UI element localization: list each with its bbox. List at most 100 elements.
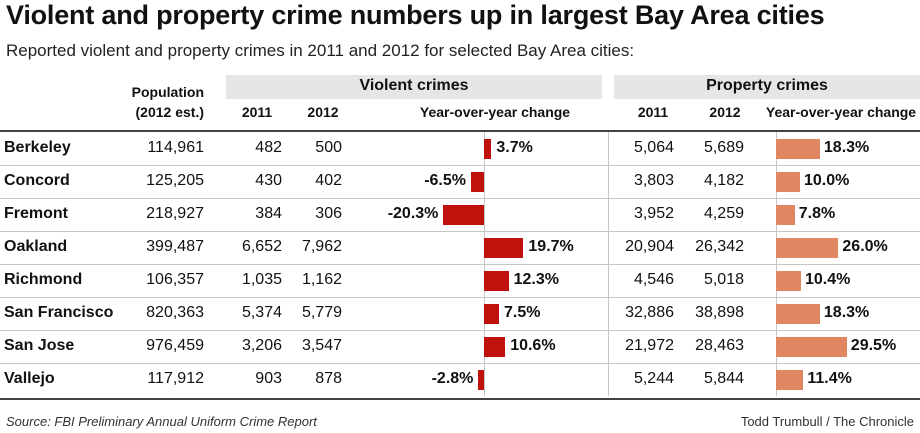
property-2012-cell: 5,018 [703,271,744,288]
population-cell: 106,357 [146,271,204,288]
footer-rule [0,398,920,400]
property-2011-cell: 5,064 [633,139,674,156]
property-zero-axis [776,132,777,396]
chart-subtitle: Reported violent and property crimes in … [6,41,635,60]
violent-change-label: 7.5% [504,304,541,321]
row-divider [0,297,920,298]
property-2011-cell: 32,886 [625,304,674,321]
property-group-label: Property crimes [706,77,828,94]
header-rule [0,130,920,132]
property-2011-cell: 5,244 [633,370,674,387]
violent-change-label: -6.5% [424,172,466,189]
violent-change-label: -20.3% [387,205,439,222]
city-name-vallejo: Vallejo [4,370,55,387]
violent-2012-cell: 5,779 [301,304,342,321]
violent-2012-cell: 7,962 [301,238,342,255]
property-change-bar [776,337,847,357]
property-change-label: 29.5% [850,337,897,354]
violent-2012-cell: 878 [315,370,342,387]
chart-title: Violent and property crime numbers up in… [6,0,825,30]
population-cell: 820,363 [146,304,204,321]
property-change-bar [776,172,800,192]
source-note: Source: FBI Preliminary Annual Uniform C… [6,414,317,429]
population-cell: 399,487 [146,238,204,255]
credit-note: Todd Trumbull / The Chronicle [740,414,914,429]
property-2012-cell: 4,259 [703,205,744,222]
property-change-bar [776,304,820,324]
property-2011-cell: 20,904 [625,238,674,255]
property-change-label: 18.3% [823,139,870,156]
violent-change-bar [484,238,524,258]
property-change-label: 10.0% [804,172,850,189]
property-yoy-header: Year-over-year change [765,104,917,120]
violent-change-bar [484,304,499,324]
population-cell: 125,205 [146,172,204,189]
row-divider [0,231,920,232]
population-header: Population (2012 est.) [100,82,204,122]
property-2011-header: 2011 [637,104,669,120]
city-name-oakland: Oakland [4,238,68,255]
row-divider [0,330,920,331]
violent-yoy-header: Year-over-year change [419,104,571,120]
property-change-label: 18.3% [823,304,870,321]
violent-2011-cell: 430 [255,172,282,189]
population-cell: 117,912 [147,370,204,387]
property-2012-cell: 5,844 [703,370,744,387]
property-2012-cell: 26,342 [695,238,744,255]
violent-2012-cell: 3,547 [301,337,342,354]
property-2012-cell: 5,689 [703,139,744,156]
violent-2011-cell: 1,035 [241,271,282,288]
table-divider [608,132,609,396]
property-2012-cell: 4,182 [703,172,744,189]
violent-2011-cell: 384 [255,205,282,222]
property-2012-cell: 28,463 [695,337,744,354]
violent-change-label: 10.6% [510,337,556,354]
violent-change-bar [484,139,492,159]
violent-2012-cell: 306 [315,205,342,222]
property-change-bar [776,238,839,258]
population-header-line1: Population [131,84,204,100]
property-2012-cell: 38,898 [695,304,744,321]
population-cell: 976,459 [146,337,204,354]
property-group-band [614,75,920,99]
population-cell: 218,927 [146,205,204,222]
property-change-label: 26.0% [842,238,888,255]
violent-2012-header: 2012 [307,104,339,120]
population-header-line2: (2012 est.) [135,104,204,120]
city-name-fremont: Fremont [4,205,68,222]
violent-group-band [226,75,602,99]
violent-change-bar [443,205,484,225]
violent-2011-cell: 482 [255,139,282,156]
property-2011-cell: 4,546 [633,271,674,288]
property-2012-header: 2012 [709,104,741,120]
property-change-label: 11.4% [807,370,852,387]
violent-2011-cell: 5,374 [241,304,282,321]
city-name-concord: Concord [4,172,70,189]
row-divider [0,198,920,199]
violent-2011-cell: 6,652 [241,238,282,255]
violent-change-label: -2.8% [431,370,474,387]
row-divider [0,165,920,166]
row-divider [0,363,920,364]
property-change-label: 7.8% [798,205,836,222]
city-name-san-jose: San Jose [4,337,75,354]
violent-change-bar [478,370,484,390]
city-name-berkeley: Berkeley [4,139,71,156]
city-name-richmond: Richmond [4,271,83,288]
violent-2011-cell: 3,206 [241,337,282,354]
violent-2011-cell: 903 [255,370,282,387]
property-2011-cell: 21,972 [625,337,674,354]
property-change-bar [776,271,801,291]
violent-change-label: 12.3% [513,271,559,288]
property-change-bar [776,205,795,225]
violent-2012-cell: 1,162 [301,271,342,288]
property-change-label: 10.4% [804,271,851,288]
violent-change-bar [484,271,509,291]
city-name-san-francisco: San Francisco [4,304,114,321]
property-change-bar [776,139,820,159]
row-divider [0,264,920,265]
violent-2012-cell: 402 [315,172,342,189]
violent-group-label: Violent crimes [359,77,469,94]
property-2011-cell: 3,952 [633,205,674,222]
violent-change-label: 3.7% [496,139,533,156]
